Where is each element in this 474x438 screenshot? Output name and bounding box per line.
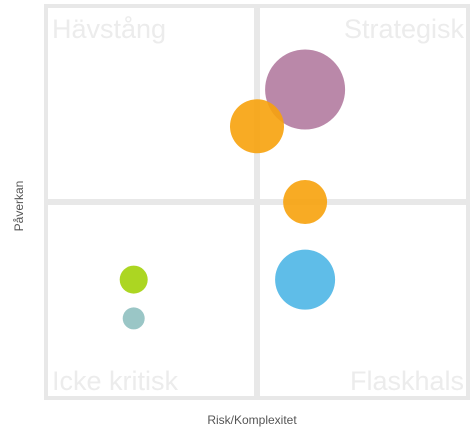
x-axis-label: Risk/Komplexitet xyxy=(207,413,297,427)
y-axis-label: Påverkan xyxy=(12,181,26,232)
bubble-point-2[interactable] xyxy=(230,99,284,154)
bubble-point-3[interactable] xyxy=(283,180,328,224)
quadrant-label-bottom-right: Flaskhals xyxy=(350,366,464,396)
bubble-point-4[interactable] xyxy=(275,249,336,310)
bubble-point-5[interactable] xyxy=(119,265,148,294)
bubble-point-1[interactable] xyxy=(265,49,346,130)
quadrant-panel-bottom-left xyxy=(48,205,254,396)
quadrant-label-top-left: Hävstång xyxy=(52,14,166,44)
chart-frame xyxy=(44,4,470,400)
quadrant-labels: Hävstång Strategisk Icke kritisk Flaskha… xyxy=(52,14,464,396)
bubble-point-6[interactable] xyxy=(122,307,145,330)
quadrant-panel-top-left xyxy=(48,8,254,199)
quadrant-label-bottom-left: Icke kritisk xyxy=(52,366,179,396)
bubble-series xyxy=(119,49,346,330)
quadrant-label-top-right: Strategisk xyxy=(344,14,465,44)
